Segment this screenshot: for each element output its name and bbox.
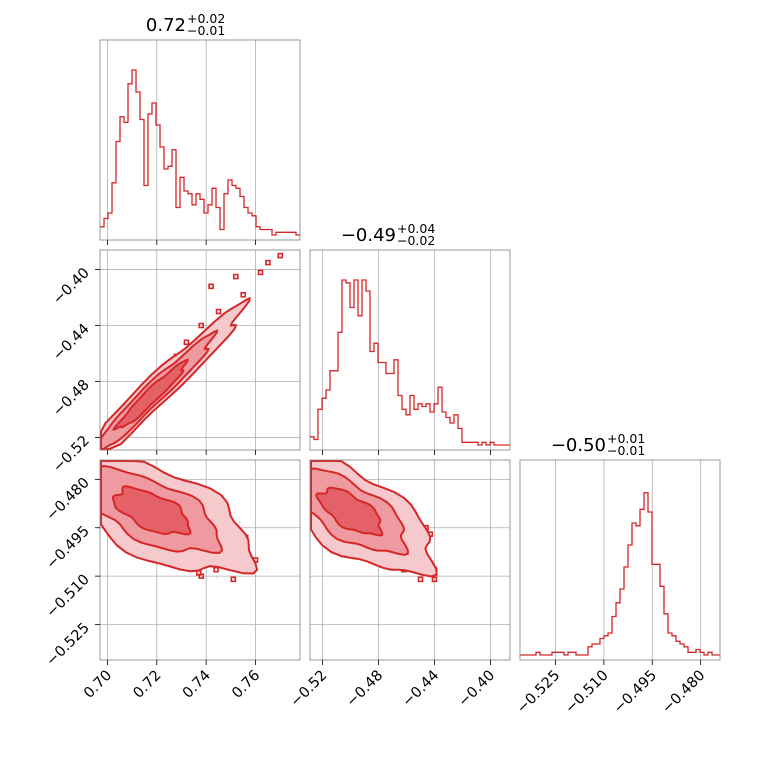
panel-frame <box>519 459 721 661</box>
panel-title-0: 0.72 <box>146 15 186 36</box>
outlier-contour <box>215 308 222 315</box>
outlier-contour <box>233 273 239 280</box>
y-tick-label-1-2: −0.44 <box>50 321 93 364</box>
x-tick-label-0-1: 0.72 <box>130 668 164 702</box>
density-contour <box>111 358 189 431</box>
outlier-contour <box>257 269 264 276</box>
scatter-panel-2-1 <box>309 459 511 665</box>
x-tick-label-2-1: −0.510 <box>562 668 611 717</box>
sample-point <box>233 511 236 514</box>
panel-title-plus-0: +0.02 <box>187 11 225 26</box>
panel-title-plus-2: +0.01 <box>607 431 645 446</box>
panel-frame <box>309 459 511 661</box>
density-contour <box>112 485 192 536</box>
y-tick-label-2-1: −0.510 <box>44 572 93 621</box>
panel-title-2: −0.50 <box>551 435 606 456</box>
panel-frame <box>309 249 511 451</box>
outlier-contour <box>213 566 219 573</box>
hist-panel-1 <box>309 249 511 455</box>
y-tick-label-1-3: −0.40 <box>50 265 93 308</box>
panel-frame <box>99 39 301 241</box>
panel-title-minus-2: −0.01 <box>607 443 645 458</box>
panel-frame <box>99 459 301 661</box>
hist-step-0 <box>100 69 300 236</box>
x-tick-label-0-0: 0.70 <box>81 668 115 702</box>
outlier-contour <box>198 322 205 329</box>
x-tick-label-1-1: −0.48 <box>344 668 387 711</box>
y-tick-label-1-1: −0.48 <box>50 377 93 420</box>
sample-point <box>238 521 241 524</box>
outlier-contour <box>240 291 247 298</box>
scatter-panel-2-0 <box>95 459 301 665</box>
outlier-contour <box>277 252 284 259</box>
x-tick-label-2-3: −0.480 <box>659 668 708 717</box>
x-tick-label-1-0: −0.52 <box>288 668 331 711</box>
panel-title-minus-1: −0.02 <box>397 233 435 248</box>
x-tick-label-0-3: 0.76 <box>229 668 263 702</box>
panel-frame <box>99 249 301 451</box>
outlier-contour <box>208 283 214 290</box>
x-tick-label-2-2: −0.495 <box>611 668 660 717</box>
hist-step-2 <box>520 492 720 656</box>
panel-title-plus-1: +0.04 <box>397 221 435 236</box>
x-tick-label-2-0: −0.525 <box>514 668 563 717</box>
hist-panel-0 <box>99 39 301 245</box>
x-tick-label-0-2: 0.74 <box>180 668 214 702</box>
x-tick-label-1-3: −0.40 <box>456 668 499 711</box>
panel-title-minus-0: −0.01 <box>187 23 225 38</box>
hist-step-1 <box>310 279 510 446</box>
panel-title-1: −0.49 <box>341 225 396 246</box>
scatter-panel-1-0 <box>95 249 301 455</box>
sample-point <box>216 576 219 579</box>
outlier-contour <box>183 339 190 346</box>
y-tick-label-2-3: −0.480 <box>44 475 93 524</box>
y-tick-label-2-0: −0.525 <box>44 620 93 669</box>
outlier-contour <box>265 259 271 266</box>
outlier-contour <box>431 576 438 583</box>
hist-panel-2 <box>519 459 721 665</box>
outlier-contour <box>230 576 237 583</box>
outlier-contour <box>417 576 424 583</box>
x-tick-label-1-2: −0.44 <box>400 668 443 711</box>
density-contour <box>315 486 384 537</box>
y-tick-label-1-0: −0.52 <box>50 433 93 476</box>
y-tick-label-2-2: −0.495 <box>44 523 93 572</box>
